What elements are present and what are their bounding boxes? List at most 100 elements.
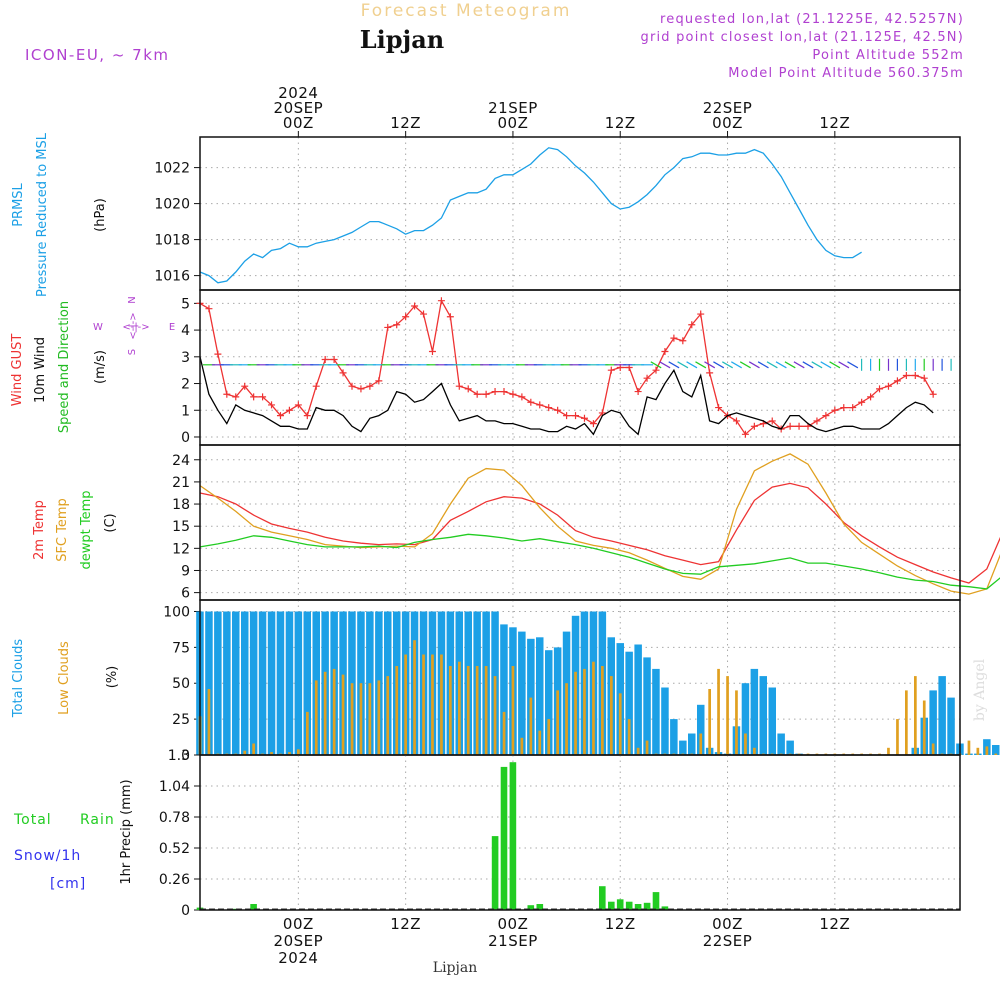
bar-total-clouds xyxy=(294,611,303,755)
gust-marker xyxy=(428,347,436,355)
bar-low-clouds xyxy=(931,743,935,755)
y-tick-label: 12 xyxy=(172,541,190,557)
bar-rain xyxy=(250,904,257,910)
gust-marker xyxy=(259,393,267,401)
temp-unit: (C) xyxy=(103,513,118,532)
gust-marker xyxy=(589,420,597,428)
bar-total-clouds xyxy=(303,611,311,755)
y-tick-label: 100 xyxy=(163,604,190,620)
bar-total-clouds xyxy=(536,637,544,755)
bar-total-clouds xyxy=(929,690,937,755)
bar-low-clouds xyxy=(440,654,443,755)
bar-total-clouds xyxy=(276,611,285,755)
time-label-bottom: 2024 xyxy=(278,949,318,967)
bar-total-clouds xyxy=(634,644,642,755)
panels: 1016101810201022012345691215182124025507… xyxy=(154,136,1000,919)
gust-marker xyxy=(446,313,454,321)
bar-rain xyxy=(527,905,535,910)
series-line-pressure xyxy=(199,147,862,284)
panel-wind: 0 1 2 3 4 5 xyxy=(181,289,961,446)
bar-low-clouds xyxy=(458,661,461,755)
y-tick-label: 6 xyxy=(181,586,190,602)
bar-low-clouds xyxy=(556,690,559,755)
temp-label-sfc: SFC Temp xyxy=(55,498,70,562)
gust-marker xyxy=(294,401,302,409)
compass-south: S xyxy=(127,349,138,355)
bar-total-clouds xyxy=(625,651,633,755)
time-label-bottom: 20SEP xyxy=(274,932,324,950)
y-tick-label: 75 xyxy=(172,640,190,656)
gust-marker xyxy=(732,417,740,425)
bar-total-clouds xyxy=(947,697,955,755)
panel-frame xyxy=(199,136,961,291)
bar-low-clouds xyxy=(574,671,577,755)
gust-marker xyxy=(768,417,776,425)
gust-marker xyxy=(321,355,329,363)
bar-total-clouds xyxy=(768,687,776,755)
gust-marker xyxy=(858,398,866,406)
wind-label-gust: Wind GUST xyxy=(10,334,25,407)
temp-label-dewpt: dewpt Temp xyxy=(79,490,94,569)
gust-marker xyxy=(741,430,749,438)
bar-low-clouds xyxy=(288,752,291,755)
bar-low-clouds xyxy=(753,747,756,755)
bar-low-clouds xyxy=(520,737,524,755)
wind-arrow xyxy=(820,361,832,369)
y-tick-label: 0.26 xyxy=(159,872,190,888)
gust-marker xyxy=(849,404,857,412)
bar-low-clouds xyxy=(994,753,998,755)
gust-marker xyxy=(911,372,919,380)
wind-arrow xyxy=(668,361,680,369)
compass-rose: N <-|-> S W <-|-> E xyxy=(93,296,175,355)
gust-marker xyxy=(545,404,553,412)
gust-marker xyxy=(357,385,365,393)
wind-arrow xyxy=(766,361,778,369)
gust-marker xyxy=(679,337,687,345)
y-tick-label: 18 xyxy=(172,497,190,513)
time-label-bottom: 22SEP xyxy=(703,932,753,950)
y-tick-label: 0.52 xyxy=(159,841,190,857)
bar-low-clouds xyxy=(583,668,586,755)
location-title: Lipjan xyxy=(360,25,444,54)
bar-rain xyxy=(652,892,660,910)
y-tick-label: 50 xyxy=(172,676,190,692)
bar-low-clouds xyxy=(922,700,926,755)
bar-total-clouds xyxy=(750,668,759,755)
wind-label-10m: 10m Wind xyxy=(33,337,48,403)
requested-coords: requested lon,lat (21.1225E, 42.5257N) xyxy=(660,12,964,27)
gust-marker xyxy=(214,350,222,358)
point-altitude: Point Altitude 552m xyxy=(812,48,964,63)
wind-arrow xyxy=(659,361,671,369)
compass-ns-arrow: <-|-> xyxy=(128,312,139,339)
bar-rain xyxy=(661,906,669,910)
gust-marker xyxy=(393,321,401,329)
gust-marker xyxy=(643,374,651,382)
wind-arrow xyxy=(757,361,769,369)
y-tick-label: 0.78 xyxy=(159,810,190,826)
wind-arrow xyxy=(722,361,733,369)
bar-low-clouds xyxy=(618,693,622,755)
bar-low-clouds xyxy=(565,683,568,755)
bar-rain xyxy=(599,886,606,910)
bar-total-clouds xyxy=(249,611,258,755)
bar-low-clouds xyxy=(592,661,595,755)
bar-low-clouds xyxy=(538,730,542,755)
gust-marker xyxy=(285,406,293,414)
bar-low-clouds xyxy=(914,676,917,755)
series-line-wind10m xyxy=(199,356,934,436)
bar-low-clouds xyxy=(207,689,211,755)
time-label-top: 00Z xyxy=(712,114,743,132)
bar-total-clouds xyxy=(741,683,750,755)
time-label-bottom: 00Z xyxy=(498,915,529,933)
y-tick-label: 2 xyxy=(181,377,190,393)
gust-marker xyxy=(482,390,490,398)
gust-marker xyxy=(929,390,937,398)
time-label-bottom: 12Z xyxy=(605,915,636,933)
watermark: by Angel xyxy=(972,658,988,721)
bar-total-clouds xyxy=(232,611,240,755)
bar-low-clouds xyxy=(243,750,247,755)
gust-marker xyxy=(268,401,276,409)
bar-low-clouds xyxy=(395,666,399,755)
time-label-top: 00Z xyxy=(283,114,314,132)
gust-marker xyxy=(250,393,258,401)
